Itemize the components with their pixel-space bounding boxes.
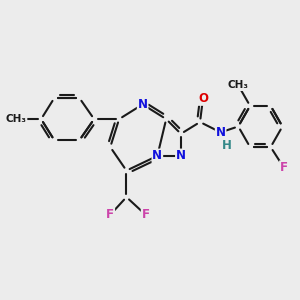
Text: F: F bbox=[142, 208, 150, 221]
Text: CH₃: CH₃ bbox=[228, 80, 249, 90]
Text: N: N bbox=[176, 149, 186, 162]
Text: N: N bbox=[152, 149, 162, 162]
Text: O: O bbox=[198, 92, 208, 105]
Text: F: F bbox=[106, 208, 114, 221]
Text: CH₃: CH₃ bbox=[6, 114, 27, 124]
Text: N: N bbox=[216, 126, 226, 139]
Text: F: F bbox=[280, 161, 288, 174]
Text: H: H bbox=[222, 139, 232, 152]
Text: N: N bbox=[138, 98, 148, 111]
